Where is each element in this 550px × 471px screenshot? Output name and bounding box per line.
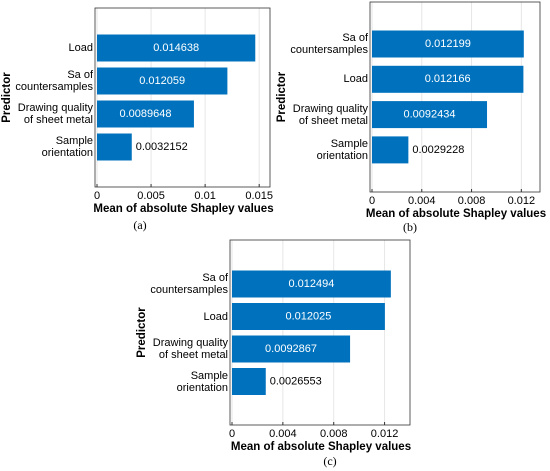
- bar: [372, 101, 488, 129]
- bar: [232, 368, 266, 395]
- bar: [97, 100, 194, 128]
- x-tick-label: 0.008: [458, 195, 486, 207]
- y-axis-title: Predictor: [136, 307, 148, 358]
- y-tick-label: Sa of countersamples: [15, 69, 93, 93]
- category-label-box: Load: [68, 42, 93, 54]
- plot-frame: [369, 1, 541, 193]
- category-label-box: Drawing quality of sheet metal: [152, 337, 228, 361]
- y-tick-label: Sample orientation: [176, 369, 228, 394]
- value-label: 0.0092867: [265, 343, 317, 355]
- value-label: 0.0032152: [136, 141, 188, 153]
- plot-frame: [94, 7, 271, 188]
- value-label: 0.014638: [153, 42, 199, 54]
- x-tick-label: 0.012: [508, 195, 536, 207]
- y-tick-label: Load: [343, 73, 368, 86]
- y-tick-label: Load: [203, 310, 228, 323]
- value-label: 0.0026553: [270, 375, 322, 387]
- x-tick-label: 0.012: [371, 428, 399, 440]
- x-tick-label: 0: [229, 428, 235, 440]
- y-tick-label: Sample orientation: [41, 135, 93, 159]
- value-label: 0.012166: [425, 73, 471, 85]
- x-tick-label: 0: [94, 190, 100, 202]
- bar: [372, 65, 524, 93]
- x-tick-label: 0.005: [137, 190, 165, 202]
- x-tick-label: 0.008: [320, 428, 348, 440]
- plot-frame: [229, 239, 411, 426]
- y-tick-label: Drawing quality of sheet metal: [292, 102, 368, 127]
- value-label: 0.012059: [139, 75, 185, 87]
- category-label-box: Sa of countersamples: [290, 32, 368, 56]
- category-label-box: Load: [343, 73, 368, 86]
- category-label-box: Sa of countersamples: [15, 69, 93, 93]
- x-tick-label: 0.004: [269, 428, 297, 440]
- value-label: 0.0092434: [404, 109, 456, 121]
- y-tick-label: Drawing quality of sheet metal: [152, 337, 228, 361]
- bar: [232, 303, 385, 330]
- y-tick-label: Sa of countersamples: [150, 272, 228, 296]
- y-tick-label: Load: [68, 42, 93, 54]
- bar: [232, 335, 351, 363]
- caption: (a): [133, 218, 146, 232]
- y-tick-label: Sample orientation: [316, 137, 368, 162]
- value-label: 0.012494: [288, 278, 334, 290]
- bar: [97, 133, 132, 161]
- y-tick-label: Drawing quality of sheet metal: [17, 102, 93, 126]
- category-label-box: Sample orientation: [176, 369, 228, 394]
- category-label-box: Sa of countersamples: [150, 272, 228, 296]
- bar: [97, 67, 228, 95]
- value-label: 0.012199: [425, 38, 471, 50]
- x-tick-label: 0.015: [245, 190, 273, 202]
- category-label-box: Drawing quality of sheet metal: [17, 102, 93, 126]
- category-label-box: Load: [203, 310, 228, 323]
- category-label-box: Sample orientation: [316, 137, 368, 162]
- value-label: 0.012025: [285, 310, 331, 322]
- caption: (c): [323, 454, 336, 468]
- y-tick-label: Sa of countersamples: [290, 32, 368, 56]
- category-label-box: Sample orientation: [41, 135, 93, 159]
- bar: [232, 270, 391, 298]
- x-axis-title: Mean of absolute Shapley values: [231, 441, 411, 453]
- value-label: 0.0089648: [119, 108, 171, 120]
- value-label: 0.0029228: [412, 144, 464, 156]
- x-tick-label: 0: [369, 195, 375, 207]
- x-axis-title: Mean of absolute Shapley values: [366, 208, 546, 220]
- x-tick-label: 0.004: [408, 195, 436, 207]
- y-axis-title: Predictor: [276, 71, 288, 122]
- x-axis-title: Mean of absolute Shapley values: [93, 203, 273, 215]
- category-label-box: Drawing quality of sheet metal: [292, 102, 368, 127]
- bar: [372, 30, 524, 58]
- x-tick-label: 0.01: [194, 190, 215, 202]
- bar: [372, 136, 409, 164]
- y-axis-title: Predictor: [1, 72, 13, 123]
- bar: [97, 34, 256, 62]
- caption: (b): [403, 220, 417, 234]
